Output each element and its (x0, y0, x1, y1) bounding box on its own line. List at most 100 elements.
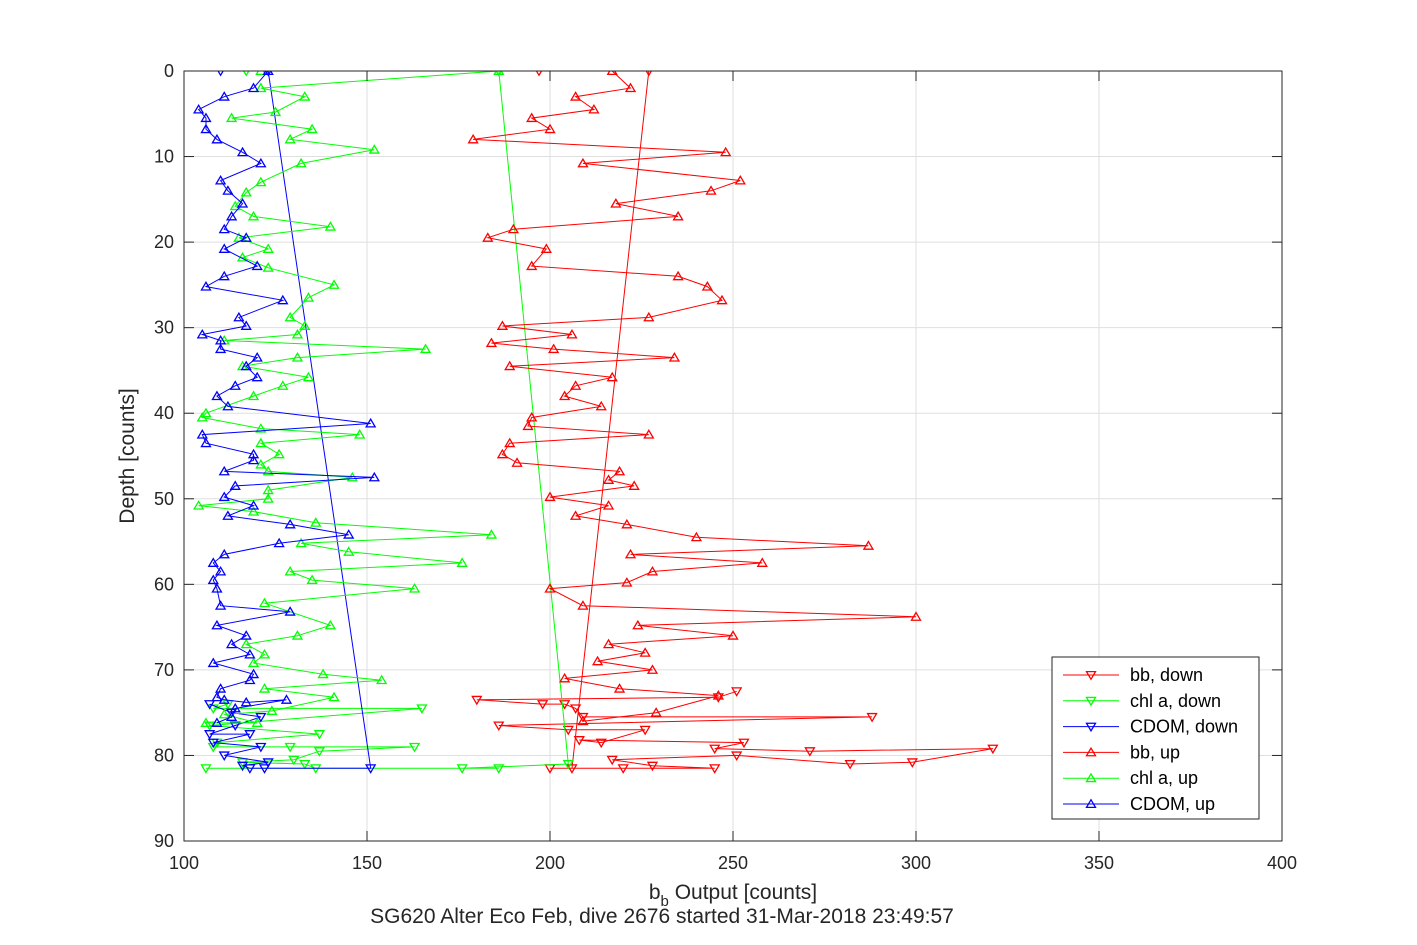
data-point-cdom-up (229, 480, 241, 490)
series-layer (193, 71, 999, 774)
data-point-chl-a-up (255, 437, 267, 448)
data-point-cdom-down (262, 758, 274, 768)
data-point-cdom-up (284, 606, 296, 616)
data-point-cdom-up (225, 210, 238, 221)
data-point-cdom-up (211, 390, 223, 401)
y-tick-label: 50 (154, 489, 174, 509)
data-point-chl-a-down (200, 764, 212, 774)
data-point-cdom-up (368, 471, 380, 482)
data-point-chl-a-up (295, 157, 307, 168)
data-point-cdom-up (218, 694, 230, 704)
data-point-bb-up (646, 565, 659, 576)
data-point-cdom-up (211, 717, 223, 727)
data-point-chl-a-up (317, 668, 329, 679)
data-point-chl-a-up (262, 465, 274, 476)
data-point-bb-up (559, 672, 571, 683)
data-point-bb-up (577, 715, 589, 726)
data-point-cdom-up (207, 657, 219, 668)
data-point-bb-down (712, 693, 724, 703)
data-point-chl-a-up (291, 352, 304, 362)
data-point-chl-a-up (343, 546, 355, 556)
data-point-cdom-up (222, 510, 234, 520)
data-point-cdom-up (247, 454, 260, 465)
data-point-bb-up (624, 548, 637, 559)
legend-box (1051, 656, 1260, 820)
data-point-cdom-up (222, 400, 234, 411)
data-point-chl-a-up (196, 411, 208, 422)
y-tick-label: 0 (164, 61, 174, 81)
data-point-chl-a-down (408, 742, 421, 753)
data-point-cdom-up (211, 583, 223, 593)
data-point-bb-up (632, 619, 644, 630)
data-point-bb-up (690, 531, 703, 542)
data-point-chl-a-up (284, 311, 296, 322)
data-point-cdom-up (211, 691, 223, 702)
series-line-cdom-up (197, 71, 375, 724)
data-point-cdom-down (255, 712, 267, 723)
data-point-chl-a-up (306, 574, 318, 585)
data-point-bb-down (738, 738, 750, 749)
x-tick-label: 300 (901, 853, 931, 873)
data-point-cdom-up (277, 294, 289, 305)
data-point-bb-down (595, 738, 607, 749)
x-axis-title-rest: Output [counts] (669, 881, 817, 904)
data-point-chl-a-down (288, 755, 300, 766)
data-point-bb-down (493, 721, 505, 732)
data-point-chl-a-up (193, 500, 205, 510)
series-chl-a-up (193, 71, 505, 727)
data-point-cdom-up (273, 537, 285, 548)
data-point-bb-down (646, 761, 659, 772)
data-point-cdom-up (218, 91, 230, 101)
legend-label-cdom-up: CDOM, up (1130, 794, 1215, 814)
legend-marker-bb-up (1085, 746, 1097, 757)
data-point-bb-up (862, 540, 875, 550)
data-point-cdom-up (200, 281, 212, 291)
data-point-chl-a-up (408, 583, 421, 593)
data-point-bb-down (844, 759, 856, 770)
legend-label-bb-up: bb, up (1130, 742, 1180, 762)
data-point-cdom-up (211, 619, 223, 630)
legend-label-chl-a-down: chl a, down (1130, 691, 1221, 711)
data-point-bb-up (511, 457, 523, 467)
data-point-chl-a-up (284, 565, 296, 576)
data-point-bb-up (621, 577, 633, 587)
data-point-chl-a-up (229, 200, 241, 211)
x-tick-label: 350 (1084, 853, 1114, 873)
data-point-bb-down (562, 725, 574, 736)
data-point-chl-a-up (299, 91, 311, 101)
series-bb-up (467, 71, 922, 726)
series-line-cdom-down (209, 71, 372, 769)
data-point-bb-down (709, 744, 721, 755)
data-point-bb-up (526, 112, 538, 123)
y-tick-label: 70 (154, 660, 174, 680)
data-point-chl-a-up (255, 423, 267, 433)
data-point-bb-down (804, 747, 816, 757)
data-point-bb-up (569, 91, 582, 101)
data-point-bb-down (566, 764, 578, 774)
data-point-chl-a-up (262, 493, 274, 503)
data-point-bb-down (471, 695, 483, 706)
data-point-chl-a-up (255, 82, 267, 93)
data-point-bb-up (602, 474, 615, 484)
data-point-chl-a-down (207, 742, 219, 753)
data-point-chl-a-up (225, 112, 238, 123)
data-point-cdom-up (211, 133, 223, 144)
data-point-cdom-up (193, 103, 205, 114)
data-point-bb-up (544, 583, 556, 593)
data-point-bb-up (668, 352, 681, 362)
data-point-chl-a-up (324, 221, 337, 231)
data-point-bb-up (467, 133, 479, 144)
legend-label-bb-down: bb, down (1130, 665, 1203, 685)
data-point-bb-down (639, 725, 651, 736)
data-point-chl-a-up (247, 657, 260, 668)
data-point-bb-up (727, 630, 739, 640)
data-point-cdom-up (225, 711, 238, 721)
data-point-cdom-up (200, 112, 212, 123)
data-point-cdom-up (240, 630, 252, 640)
data-point-bb-up (613, 465, 626, 476)
data-point-bb-up (606, 71, 618, 76)
data-point-chl-a-up (200, 407, 212, 418)
data-point-chl-a-up (310, 517, 322, 527)
data-point-chl-a-down (493, 764, 505, 774)
